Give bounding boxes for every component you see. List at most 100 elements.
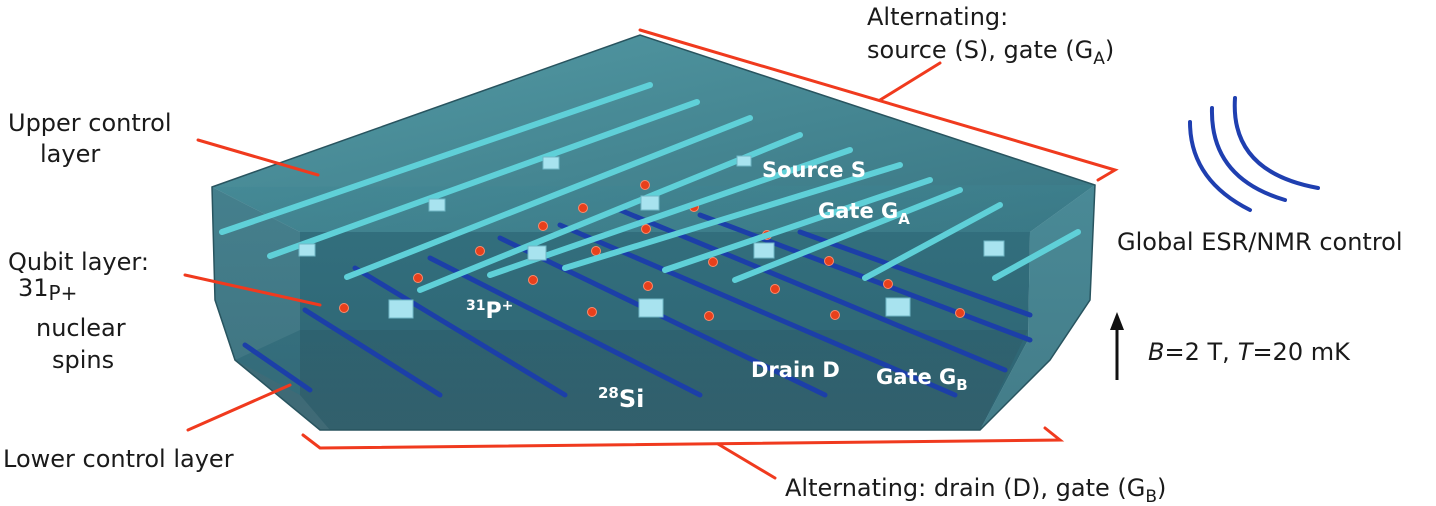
qubit-label-line4: spins [52, 346, 114, 374]
bracket-bottom-leader [716, 442, 777, 480]
drain-label: Drain D [751, 358, 840, 382]
donor-atom [475, 246, 485, 256]
donor-atom [830, 310, 840, 320]
alternating-bottom-sub: B [1145, 487, 1157, 506]
leader-lower-control [186, 383, 292, 432]
qubit-mass-number: 31 [18, 274, 49, 302]
block-outline [211, 34, 1096, 431]
bracket-top [638, 28, 1119, 182]
qubit-label-line3: nuclear [36, 314, 126, 342]
wave-arc-middle [1209, 106, 1287, 202]
upper-wire [862, 202, 1003, 281]
field-label: B=2 T, T=20 mK [1148, 338, 1351, 366]
alternating-bottom-text: Alternating: drain (D), gate (G [785, 474, 1145, 502]
pad [885, 297, 911, 317]
qubit-element: P+ [49, 281, 78, 305]
alternating-top-text: source (S), gate (G [867, 36, 1093, 64]
phosphorus-symbol: P [485, 299, 501, 324]
donor-atom [770, 284, 780, 294]
gate-a-label: Gate GA [818, 199, 910, 228]
field-b-symbol: B [1148, 338, 1164, 366]
upper-control-label-line2: layer [40, 140, 100, 168]
upper-wire [562, 162, 903, 271]
pad [753, 242, 775, 259]
pad [983, 240, 1005, 257]
alternating-top-close: ) [1105, 36, 1114, 64]
donor-atom [883, 279, 893, 289]
pad [638, 298, 664, 318]
lower-wire [302, 307, 443, 398]
pad [640, 195, 660, 211]
gate-b-label: Gate GB [876, 365, 968, 394]
donor-atom [413, 273, 423, 283]
gate-a-sub: A [898, 210, 910, 228]
upper-wire [732, 187, 963, 283]
donor-atom [339, 303, 349, 313]
leader-lines [183, 28, 1119, 480]
lower-wire [352, 265, 568, 398]
qubit-label-line2: 31P+ [18, 274, 77, 305]
field-t-value: =20 mK [1252, 338, 1351, 366]
upper-wire [487, 147, 853, 278]
pad [736, 155, 752, 167]
phosphorus-charge: + [502, 298, 514, 314]
donor-atom [578, 203, 588, 213]
upper-wire [662, 177, 933, 273]
upper-wire [992, 229, 1081, 281]
lower-control-label: Lower control layer [3, 445, 234, 473]
lower-wire [617, 207, 1008, 373]
silicon-block [211, 34, 1096, 431]
contact-pads [298, 155, 1005, 319]
silicon-mass: 28 [598, 384, 619, 402]
upper-wire [267, 99, 700, 259]
donor-atom [528, 275, 538, 285]
pad [542, 156, 560, 170]
field-t-symbol: T [1238, 338, 1255, 366]
source-label: Source S [762, 158, 866, 182]
silicon-symbol: Si [619, 385, 645, 413]
donor-atom [643, 281, 653, 291]
qubit-label-line1: Qubit layer: [8, 248, 149, 276]
global-control-label: Global ESR/NMR control [1117, 228, 1403, 256]
pad [527, 245, 547, 261]
lower-wire [242, 342, 313, 393]
alternating-bottom: Alternating: drain (D), gate (GB) [785, 474, 1166, 506]
leader-upper-control [196, 138, 320, 177]
pad [298, 243, 316, 257]
alternating-top-line1: Alternating: [867, 3, 1008, 31]
pad [428, 198, 446, 212]
silicon-label: 28Si [598, 384, 644, 413]
gate-a-text: Gate G [818, 199, 898, 223]
lower-wire [557, 222, 958, 398]
field-arrow-icon [1110, 312, 1124, 380]
donor-atom [704, 311, 714, 321]
upper-wire [344, 115, 753, 280]
block-top-face [212, 35, 1095, 232]
upper-control-label-line1: Upper control [8, 109, 172, 137]
donor-atom [641, 224, 651, 234]
bracket-top-leader [878, 61, 942, 102]
donor-atom [640, 180, 650, 190]
arrow-head [1110, 312, 1124, 330]
wave-icon [1188, 96, 1320, 212]
lower-wire [427, 255, 703, 398]
donor-atom [538, 221, 548, 231]
wave-arc-outer [1232, 96, 1320, 190]
alternating-bottom-close: ) [1157, 474, 1166, 502]
field-b-value: =2 T, [1164, 338, 1229, 366]
phosphorus-mass: 31 [466, 298, 485, 314]
alternating-top-sub: A [1093, 49, 1105, 69]
alternating-top-line2: source (S), gate (GA) [867, 36, 1114, 69]
lower-wire [797, 229, 1033, 318]
upper-wire [219, 82, 653, 235]
donor-atom [955, 308, 965, 318]
donor-atom [591, 246, 601, 256]
upper-control-wires [219, 82, 1081, 293]
gate-b-sub: B [956, 376, 967, 394]
leader-qubit [183, 273, 322, 307]
donor-atom [824, 256, 834, 266]
pad [388, 299, 414, 319]
donor-atom [708, 257, 718, 267]
wave-arc-inner [1188, 120, 1252, 212]
